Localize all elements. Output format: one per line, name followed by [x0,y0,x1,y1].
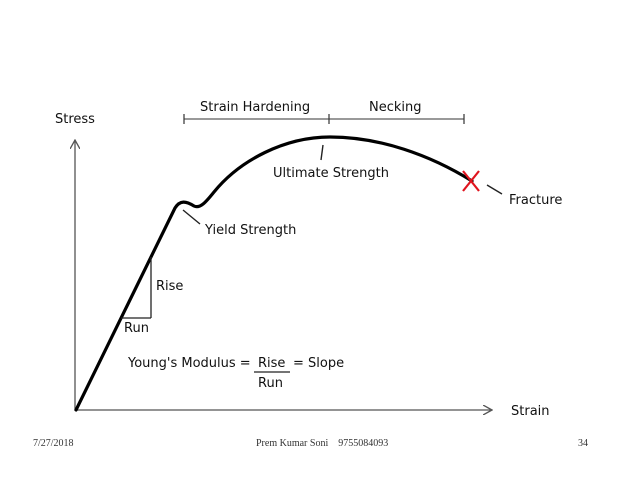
yield-strength-leader-line [182,209,201,225]
equation-rhs: = Slope [293,356,344,371]
fracture-leader-line [486,184,503,195]
footer-page-number: 34 [578,438,588,449]
footer-author: Prem Kumar Soni [256,438,329,449]
strain-hardening-label: Strain Hardening [200,100,310,115]
footer-phone: 9755084093 [338,438,389,449]
footer-author-phone: Prem Kumar Soni 9755084093 [256,438,388,449]
ultimate-strength-label: Ultimate Strength [273,166,389,181]
x-axis-label: Strain [511,404,550,419]
fracture-label: Fracture [509,193,562,208]
stress-strain-curve [74,135,474,412]
yield-strength-label: Yield Strength [204,223,296,238]
equation-lhs: Young's Modulus = [127,356,251,371]
equation-denominator: Run [258,376,283,391]
ultimate-strength-leader-line [320,144,324,161]
necking-label: Necking [369,100,422,115]
fracture-x-icon [462,170,480,192]
y-axis-label: Stress [55,112,95,127]
rise-label: Rise [156,279,183,294]
footer-date: 7/27/2018 [33,438,74,449]
equation-numerator: Rise [258,356,285,371]
run-label: Run [124,321,149,336]
